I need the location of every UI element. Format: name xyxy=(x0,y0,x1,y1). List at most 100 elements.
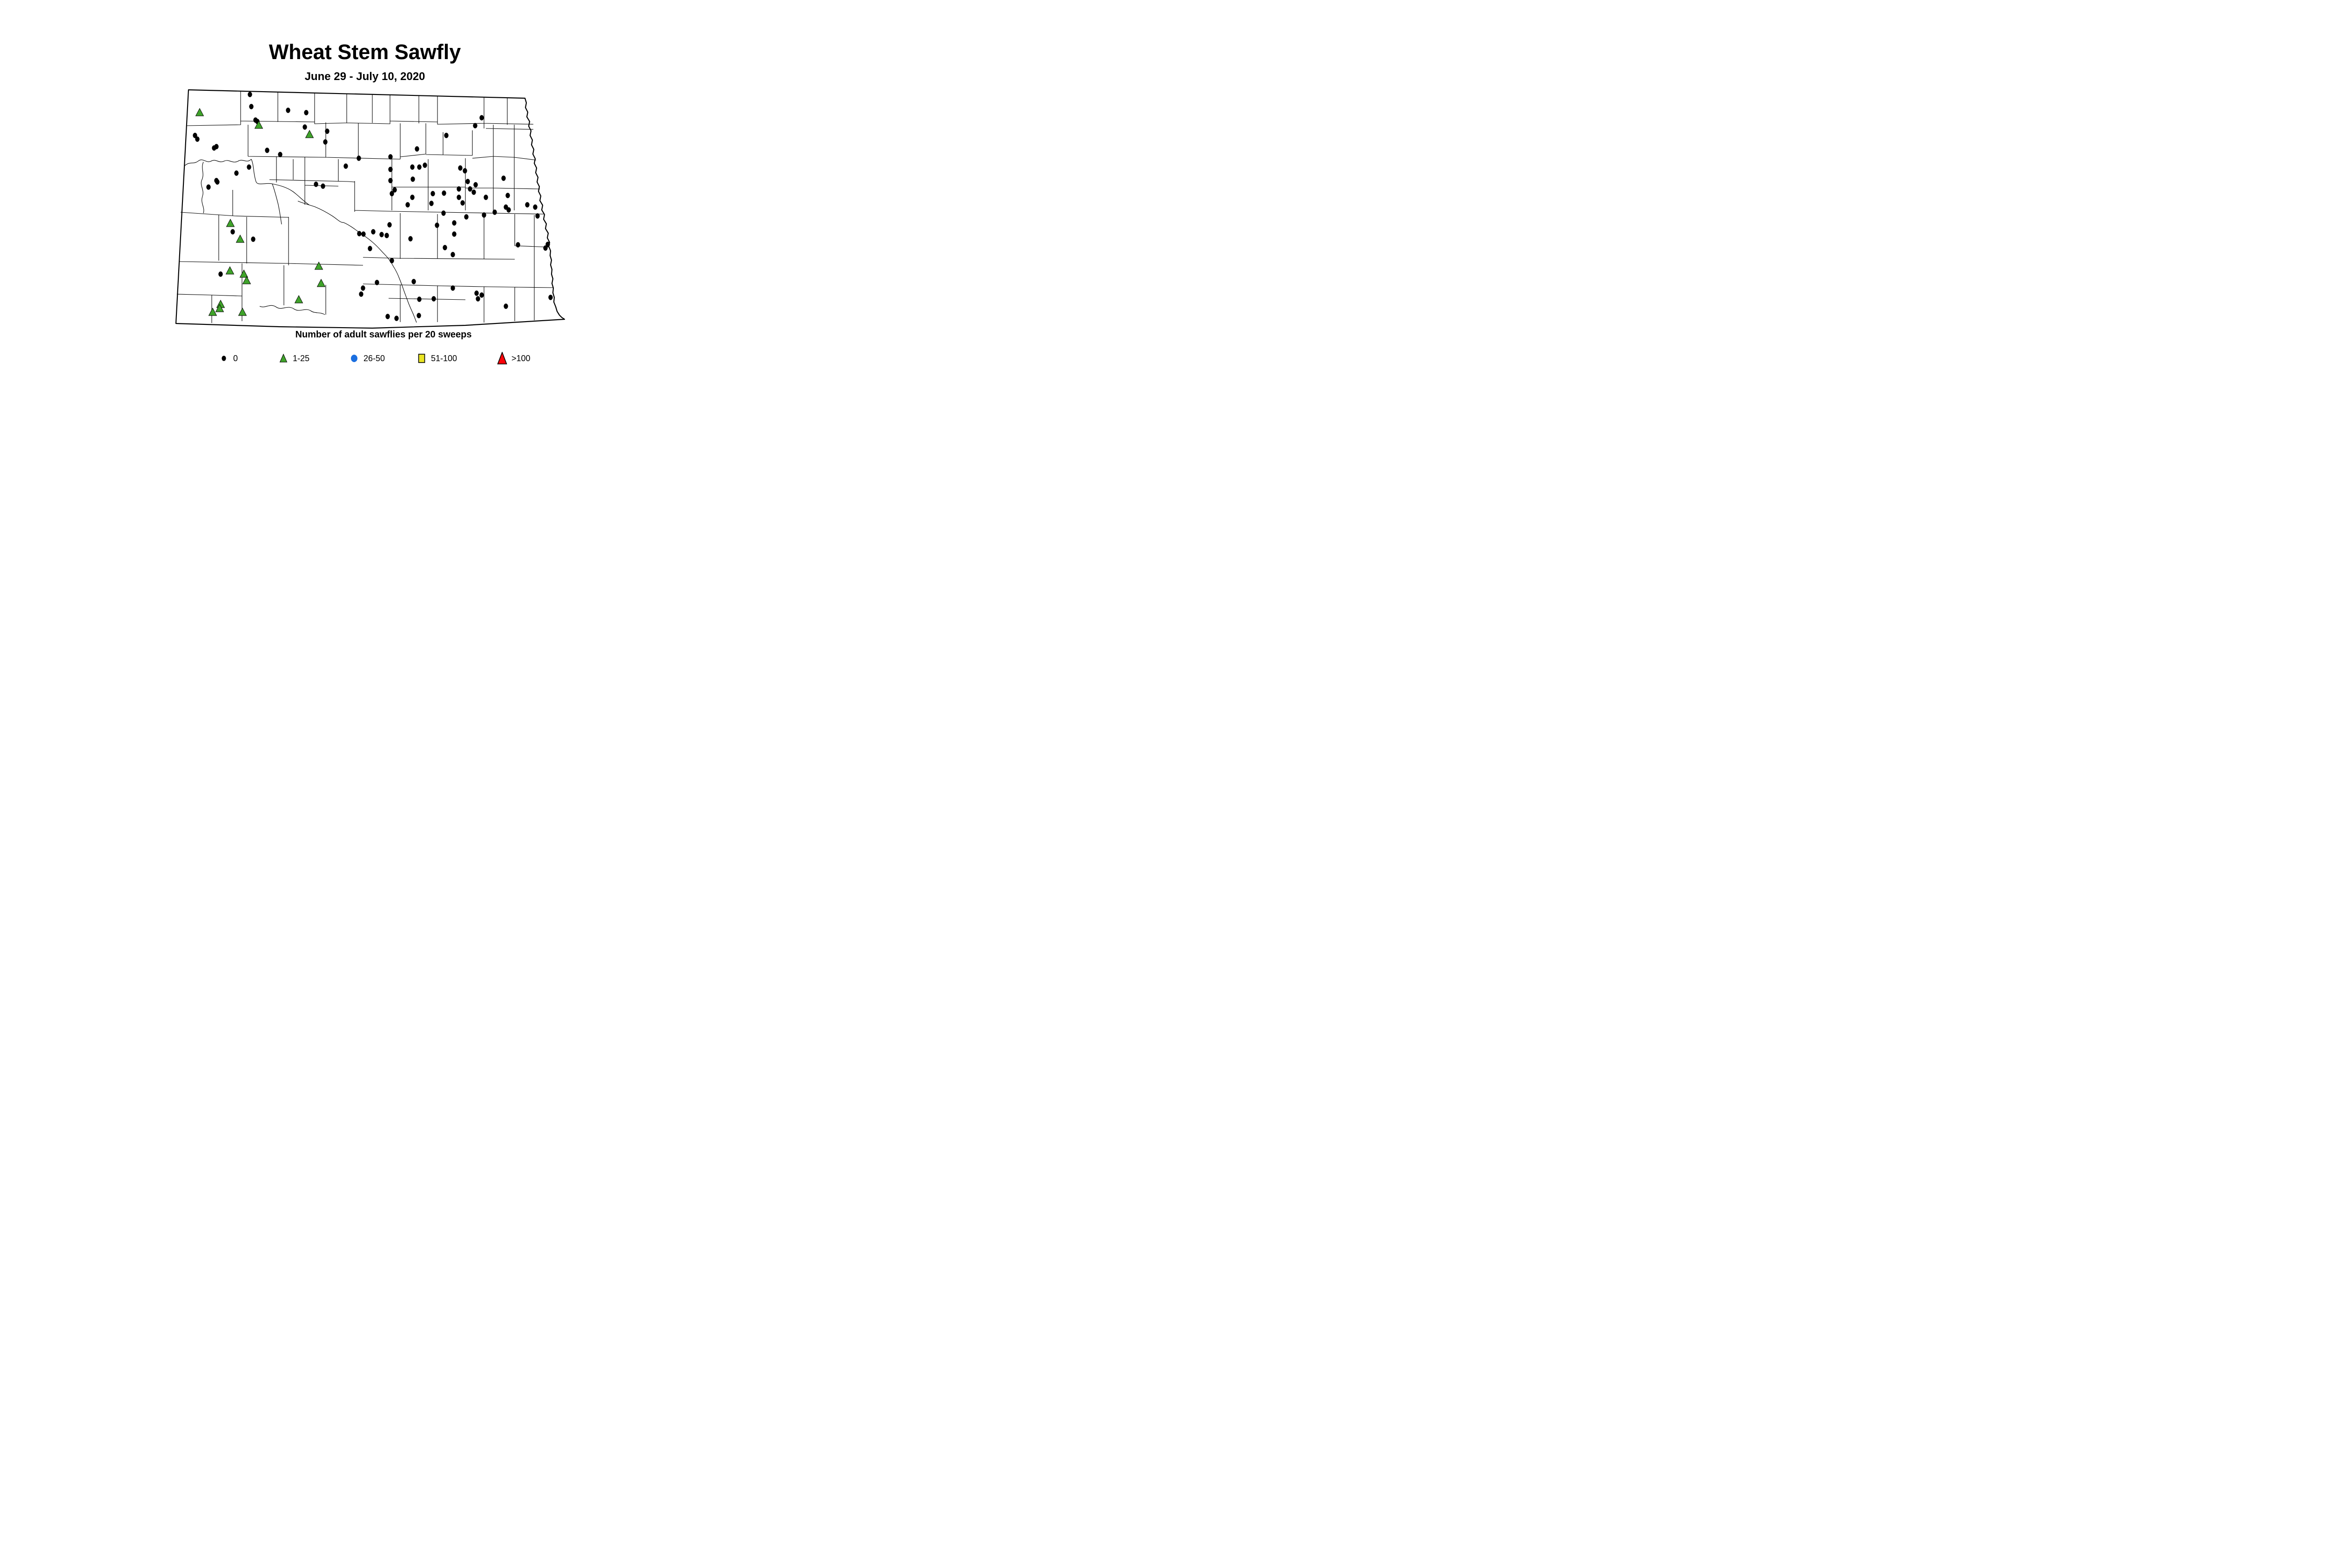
sample-point-zero xyxy=(423,162,427,168)
sample-point-zero xyxy=(410,176,415,182)
legend-item-26-50: 26-50 xyxy=(348,351,385,366)
sample-point-zero xyxy=(387,222,392,228)
green-triangle-icon xyxy=(279,353,288,363)
sample-point-zero xyxy=(460,200,465,206)
sample-point-zero xyxy=(265,148,269,153)
sample-point-zero xyxy=(212,145,216,151)
sample-point-zero xyxy=(533,204,538,210)
sample-point-zero xyxy=(408,236,413,242)
legend-label-gt100: >100 xyxy=(511,353,531,363)
yellow-square-icon xyxy=(418,354,425,363)
sample-point-zero xyxy=(435,222,439,228)
sample-point-zero xyxy=(482,212,486,218)
sample-point-zero xyxy=(415,146,419,152)
page-title: Wheat Stem Sawfly xyxy=(269,40,461,64)
sample-point-zero xyxy=(303,124,307,130)
sample-point-zero xyxy=(468,186,472,192)
sample-point-1-25 xyxy=(195,108,204,116)
sample-point-zero xyxy=(479,292,484,298)
sample-point-zero xyxy=(457,186,461,192)
sample-point-zero xyxy=(215,179,220,185)
sample-point-1-25 xyxy=(238,308,247,316)
sample-point-1-25 xyxy=(242,276,251,284)
legend-item-51-100: 51-100 xyxy=(416,351,457,366)
sample-point-zero xyxy=(417,313,421,318)
sample-point-zero xyxy=(361,231,366,237)
sample-point-zero xyxy=(543,245,548,251)
sample-point-1-25 xyxy=(314,262,323,270)
legend-item-gt100: >100 xyxy=(496,351,531,366)
legend-label-51-100: 51-100 xyxy=(431,353,457,363)
sample-point-zero xyxy=(368,246,372,251)
sample-point-zero xyxy=(379,232,384,237)
legend-label-26-50: 26-50 xyxy=(363,353,385,363)
sample-point-zero xyxy=(545,242,550,247)
sample-point-zero xyxy=(321,183,325,189)
sample-point-zero xyxy=(325,128,330,134)
legend-item-zero: 0 xyxy=(218,351,238,366)
sample-point-1-25 xyxy=(239,269,249,278)
sample-point-zero xyxy=(442,190,446,196)
sample-point-zero xyxy=(323,139,328,145)
sample-point-zero xyxy=(504,303,508,309)
sample-point-zero xyxy=(375,280,379,285)
sample-point-zero xyxy=(371,229,376,235)
sample-point-zero xyxy=(492,209,497,215)
sample-point-zero xyxy=(465,179,470,184)
county-lines xyxy=(176,91,553,323)
blue-circle-icon xyxy=(351,355,357,362)
sample-point-zero xyxy=(218,271,223,277)
sample-point-zero xyxy=(505,193,510,198)
sample-point-zero xyxy=(388,154,393,160)
sample-point-zero xyxy=(473,182,478,188)
sample-point-zero xyxy=(474,290,479,296)
sample-point-zero xyxy=(388,178,393,183)
sample-point-zero xyxy=(410,195,415,200)
sample-point-1-25 xyxy=(215,304,224,312)
sample-point-zero xyxy=(304,110,309,115)
sample-point-zero xyxy=(286,108,290,113)
sample-point-zero xyxy=(430,191,435,196)
sample-point-zero xyxy=(357,231,362,236)
sample-point-1-25 xyxy=(225,266,235,275)
sample-point-zero xyxy=(390,191,394,196)
sample-point-1-25 xyxy=(316,279,326,287)
red-triangle-icon xyxy=(497,352,507,364)
legend-label-zero: 0 xyxy=(233,353,238,363)
sample-point-zero xyxy=(429,201,434,206)
sample-point-zero xyxy=(451,285,455,291)
sample-point-zero xyxy=(390,258,394,263)
legend-item-1-25: 1-25 xyxy=(277,351,309,366)
sample-point-1-25 xyxy=(294,295,303,303)
sample-point-zero xyxy=(249,104,254,109)
sample-point-1-25 xyxy=(305,130,314,138)
sample-point-zero xyxy=(484,195,488,200)
page-subtitle: June 29 - July 10, 2020 xyxy=(304,70,425,83)
sample-point-zero xyxy=(385,314,390,319)
sample-point-zero xyxy=(417,164,422,170)
sample-point-zero xyxy=(405,202,410,208)
sample-point-zero xyxy=(193,133,197,138)
sample-point-zero xyxy=(452,220,457,226)
legend-title: Number of adult sawflies per 20 sweeps xyxy=(295,330,472,340)
sample-point-zero xyxy=(247,164,251,170)
sample-point-zero xyxy=(463,168,467,174)
legend-label-1-25: 1-25 xyxy=(293,353,310,363)
sample-point-1-25 xyxy=(226,219,235,227)
sample-point-zero xyxy=(234,170,239,176)
sample-point-zero xyxy=(441,210,446,216)
map-points-layer xyxy=(193,92,553,321)
sample-point-zero xyxy=(535,213,540,219)
sample-point-zero xyxy=(410,164,415,170)
sample-point-zero xyxy=(506,207,511,213)
sample-point-zero xyxy=(314,182,318,187)
sample-point-zero xyxy=(388,167,393,172)
sample-point-zero xyxy=(206,184,211,190)
sample-point-zero xyxy=(473,123,478,128)
state-outline xyxy=(175,89,565,329)
sample-point-zero xyxy=(343,163,348,169)
dot-icon xyxy=(222,356,226,361)
sample-point-zero xyxy=(464,214,469,220)
sample-point-zero xyxy=(443,245,447,250)
sample-point-zero xyxy=(451,252,455,257)
